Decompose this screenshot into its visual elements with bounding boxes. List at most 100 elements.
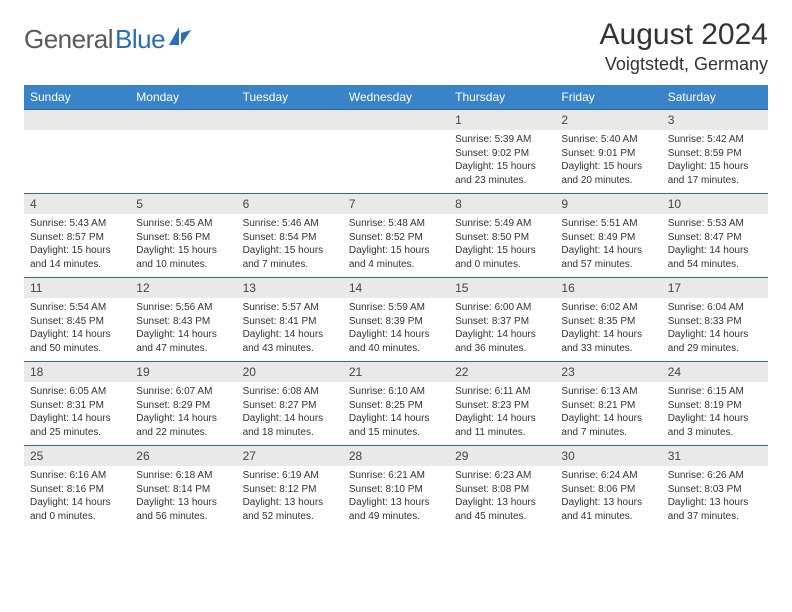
weekday-header: Sunday (24, 85, 130, 110)
detail-line-sunrise: Sunrise: 6:26 AM (668, 469, 762, 483)
detail-line-sunset: Sunset: 8:45 PM (30, 315, 124, 329)
day-number: 15 (449, 278, 555, 298)
detail-line-day2: and 45 minutes. (455, 510, 549, 524)
day-detail-cell: Sunrise: 6:16 AMSunset: 8:16 PMDaylight:… (24, 466, 130, 529)
detail-line-day1: Daylight: 14 hours (243, 328, 337, 342)
day-number-cell: 11 (24, 278, 130, 299)
detail-line-day1: Daylight: 13 hours (349, 496, 443, 510)
detail-line-sunrise: Sunrise: 5:39 AM (455, 133, 549, 147)
day-detail-cell: Sunrise: 6:23 AMSunset: 8:08 PMDaylight:… (449, 466, 555, 529)
day-detail: Sunrise: 6:07 AMSunset: 8:29 PMDaylight:… (130, 382, 236, 445)
day-number-row: 123 (24, 110, 768, 131)
detail-line-sunrise: Sunrise: 6:15 AM (668, 385, 762, 399)
day-number: 28 (343, 446, 449, 466)
detail-line-day1: Daylight: 14 hours (561, 328, 655, 342)
detail-line-day1: Daylight: 15 hours (668, 160, 762, 174)
day-number: 3 (662, 110, 768, 130)
day-number-cell: 21 (343, 362, 449, 383)
detail-line-day2: and 57 minutes. (561, 258, 655, 272)
detail-line-sunset: Sunset: 8:50 PM (455, 231, 549, 245)
day-number: 7 (343, 194, 449, 214)
day-number-row: 25262728293031 (24, 446, 768, 467)
day-number-cell (130, 110, 236, 131)
day-detail: Sunrise: 6:19 AMSunset: 8:12 PMDaylight:… (237, 466, 343, 529)
day-number-cell: 4 (24, 194, 130, 215)
day-detail: Sunrise: 5:56 AMSunset: 8:43 PMDaylight:… (130, 298, 236, 361)
detail-line-day2: and 50 minutes. (30, 342, 124, 356)
day-detail-cell: Sunrise: 6:11 AMSunset: 8:23 PMDaylight:… (449, 382, 555, 446)
weekday-header: Thursday (449, 85, 555, 110)
day-detail-cell: Sunrise: 5:39 AMSunset: 9:02 PMDaylight:… (449, 130, 555, 194)
detail-line-sunrise: Sunrise: 6:04 AM (668, 301, 762, 315)
detail-line-sunset: Sunset: 8:39 PM (349, 315, 443, 329)
day-number: 11 (24, 278, 130, 298)
day-detail-cell: Sunrise: 6:02 AMSunset: 8:35 PMDaylight:… (555, 298, 661, 362)
day-detail: Sunrise: 6:13 AMSunset: 8:21 PMDaylight:… (555, 382, 661, 445)
detail-line-day1: Daylight: 15 hours (455, 244, 549, 258)
day-number-cell: 10 (662, 194, 768, 215)
detail-line-sunrise: Sunrise: 6:21 AM (349, 469, 443, 483)
day-detail (343, 130, 449, 153)
detail-line-sunrise: Sunrise: 6:05 AM (30, 385, 124, 399)
day-number: 18 (24, 362, 130, 382)
day-detail (237, 130, 343, 153)
detail-line-day1: Daylight: 14 hours (136, 412, 230, 426)
location: Voigtstedt, Germany (600, 54, 768, 75)
detail-line-day2: and 7 minutes. (561, 426, 655, 440)
detail-line-day2: and 20 minutes. (561, 174, 655, 188)
detail-line-sunset: Sunset: 8:59 PM (668, 147, 762, 161)
detail-line-sunset: Sunset: 8:03 PM (668, 483, 762, 497)
title-block: August 2024 Voigtstedt, Germany (600, 18, 768, 75)
detail-line-day2: and 52 minutes. (243, 510, 337, 524)
day-number-cell: 27 (237, 446, 343, 467)
weekday-header: Wednesday (343, 85, 449, 110)
detail-line-day1: Daylight: 14 hours (349, 412, 443, 426)
logo-text-blue: Blue (115, 24, 165, 55)
day-number: 27 (237, 446, 343, 466)
day-number: 13 (237, 278, 343, 298)
detail-line-day1: Daylight: 15 hours (349, 244, 443, 258)
header: GeneralBlue August 2024 Voigtstedt, Germ… (24, 18, 768, 75)
day-number: 5 (130, 194, 236, 214)
day-detail-cell: Sunrise: 5:57 AMSunset: 8:41 PMDaylight:… (237, 298, 343, 362)
day-number (24, 110, 130, 130)
detail-line-day2: and 4 minutes. (349, 258, 443, 272)
day-detail-cell (130, 130, 236, 194)
detail-line-sunset: Sunset: 8:35 PM (561, 315, 655, 329)
day-number (343, 110, 449, 130)
detail-line-day2: and 18 minutes. (243, 426, 337, 440)
day-detail: Sunrise: 5:48 AMSunset: 8:52 PMDaylight:… (343, 214, 449, 277)
day-detail: Sunrise: 6:26 AMSunset: 8:03 PMDaylight:… (662, 466, 768, 529)
detail-line-sunset: Sunset: 8:57 PM (30, 231, 124, 245)
detail-line-sunset: Sunset: 8:25 PM (349, 399, 443, 413)
detail-line-day1: Daylight: 15 hours (561, 160, 655, 174)
day-detail-cell: Sunrise: 5:40 AMSunset: 9:01 PMDaylight:… (555, 130, 661, 194)
day-detail: Sunrise: 6:18 AMSunset: 8:14 PMDaylight:… (130, 466, 236, 529)
day-number: 8 (449, 194, 555, 214)
day-detail-cell: Sunrise: 5:42 AMSunset: 8:59 PMDaylight:… (662, 130, 768, 194)
detail-line-day1: Daylight: 14 hours (30, 328, 124, 342)
day-detail-cell: Sunrise: 5:49 AMSunset: 8:50 PMDaylight:… (449, 214, 555, 278)
detail-line-day1: Daylight: 13 hours (668, 496, 762, 510)
detail-line-sunrise: Sunrise: 5:54 AM (30, 301, 124, 315)
detail-line-sunrise: Sunrise: 5:46 AM (243, 217, 337, 231)
detail-line-day2: and 29 minutes. (668, 342, 762, 356)
day-number: 1 (449, 110, 555, 130)
day-number-cell: 31 (662, 446, 768, 467)
day-detail-cell: Sunrise: 6:26 AMSunset: 8:03 PMDaylight:… (662, 466, 768, 529)
detail-line-day2: and 36 minutes. (455, 342, 549, 356)
day-detail-cell (24, 130, 130, 194)
day-number-cell: 19 (130, 362, 236, 383)
day-number: 24 (662, 362, 768, 382)
detail-line-sunrise: Sunrise: 6:24 AM (561, 469, 655, 483)
day-number-cell: 7 (343, 194, 449, 215)
weekday-header: Tuesday (237, 85, 343, 110)
detail-line-sunset: Sunset: 8:29 PM (136, 399, 230, 413)
detail-line-sunrise: Sunrise: 6:11 AM (455, 385, 549, 399)
day-detail: Sunrise: 6:08 AMSunset: 8:27 PMDaylight:… (237, 382, 343, 445)
detail-line-day2: and 0 minutes. (455, 258, 549, 272)
detail-line-sunrise: Sunrise: 5:53 AM (668, 217, 762, 231)
day-detail-cell (237, 130, 343, 194)
day-number-cell: 3 (662, 110, 768, 131)
day-number-cell: 22 (449, 362, 555, 383)
